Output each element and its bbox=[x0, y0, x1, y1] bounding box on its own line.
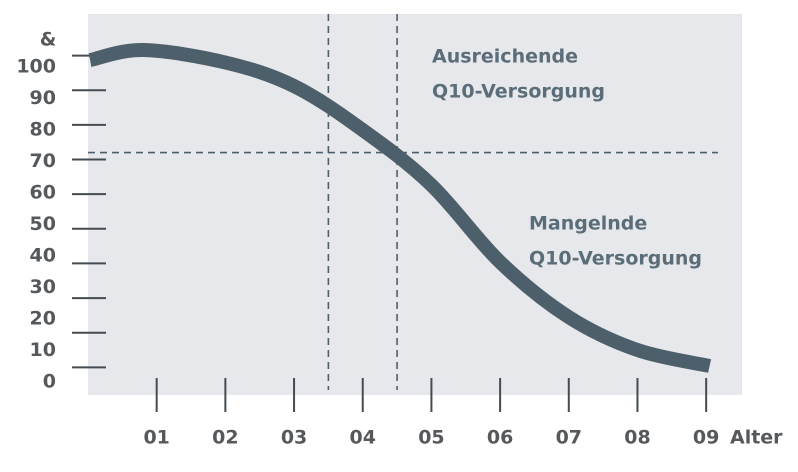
x-axis-label: Alter bbox=[730, 427, 783, 449]
y-tick-label: 70 bbox=[30, 150, 56, 172]
x-tick-label: 06 bbox=[487, 427, 513, 449]
y-tick-label: 10 bbox=[30, 339, 56, 361]
y-tick-label: 90 bbox=[30, 87, 56, 109]
x-tick-label: 09 bbox=[693, 427, 719, 449]
x-tick-label: 04 bbox=[350, 427, 376, 449]
x-tick-label: 02 bbox=[212, 427, 238, 449]
x-tick-label: 05 bbox=[418, 427, 444, 449]
x-tick-label: 07 bbox=[556, 427, 582, 449]
y-tick-label: 20 bbox=[30, 308, 56, 330]
annotation: Q10-Versorgung bbox=[529, 248, 702, 270]
data-line bbox=[88, 43, 712, 373]
x-tick-label: 03 bbox=[281, 427, 307, 449]
x-tick-label: 01 bbox=[143, 427, 169, 449]
y-tick-label: 50 bbox=[30, 213, 56, 235]
plot-background bbox=[88, 14, 742, 395]
y-axis-label: & bbox=[40, 29, 57, 51]
annotation: Q10-Versorgung bbox=[432, 81, 605, 103]
y-tick-label: 40 bbox=[30, 245, 56, 267]
y-tick-label: 60 bbox=[30, 182, 56, 204]
y-tick-label: 0 bbox=[43, 371, 56, 393]
y-tick-label: 100 bbox=[16, 56, 56, 78]
annotation: Mangelnde bbox=[529, 213, 647, 235]
x-tick-label: 08 bbox=[624, 427, 650, 449]
y-tick-label: 80 bbox=[30, 119, 56, 141]
annotation: Ausreichende bbox=[432, 46, 578, 68]
y-tick-label: 30 bbox=[30, 276, 56, 298]
